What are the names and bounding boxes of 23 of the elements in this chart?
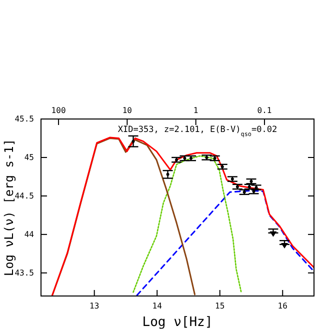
x-tick-label: 16 (278, 302, 288, 311)
x2-tick-label: 1 (193, 106, 198, 115)
y-axis-title: Log νL(ν) [erg s-1] (2, 138, 16, 276)
y-tick-label: 43.5 (14, 268, 34, 278)
x2-tick-label: 10 (122, 106, 132, 115)
y-tick-label: 45 (24, 153, 34, 162)
point (132, 140, 135, 143)
line-series (52, 136, 314, 296)
point (281, 242, 288, 248)
point (270, 231, 277, 237)
point (166, 172, 170, 176)
x-tick-label: 15 (215, 302, 225, 311)
x-tick-label: 14 (152, 302, 162, 311)
y-tick-label: 44.5 (14, 192, 34, 201)
x-tick-label: 13 (90, 302, 100, 311)
y-tick-label: 45.5 (14, 114, 34, 124)
annotation: XID=353, z=2.101, E(B-V)$_{qso}$=0.02 (118, 125, 278, 138)
y-tick-label: 44 (24, 230, 34, 239)
x2-tick-label: 0.1 (257, 106, 272, 115)
line-series (136, 190, 314, 296)
line-series (132, 155, 242, 293)
x-axis-title: Log ν[Hz] (142, 315, 213, 330)
x2-tick-label: 100 (51, 106, 66, 115)
